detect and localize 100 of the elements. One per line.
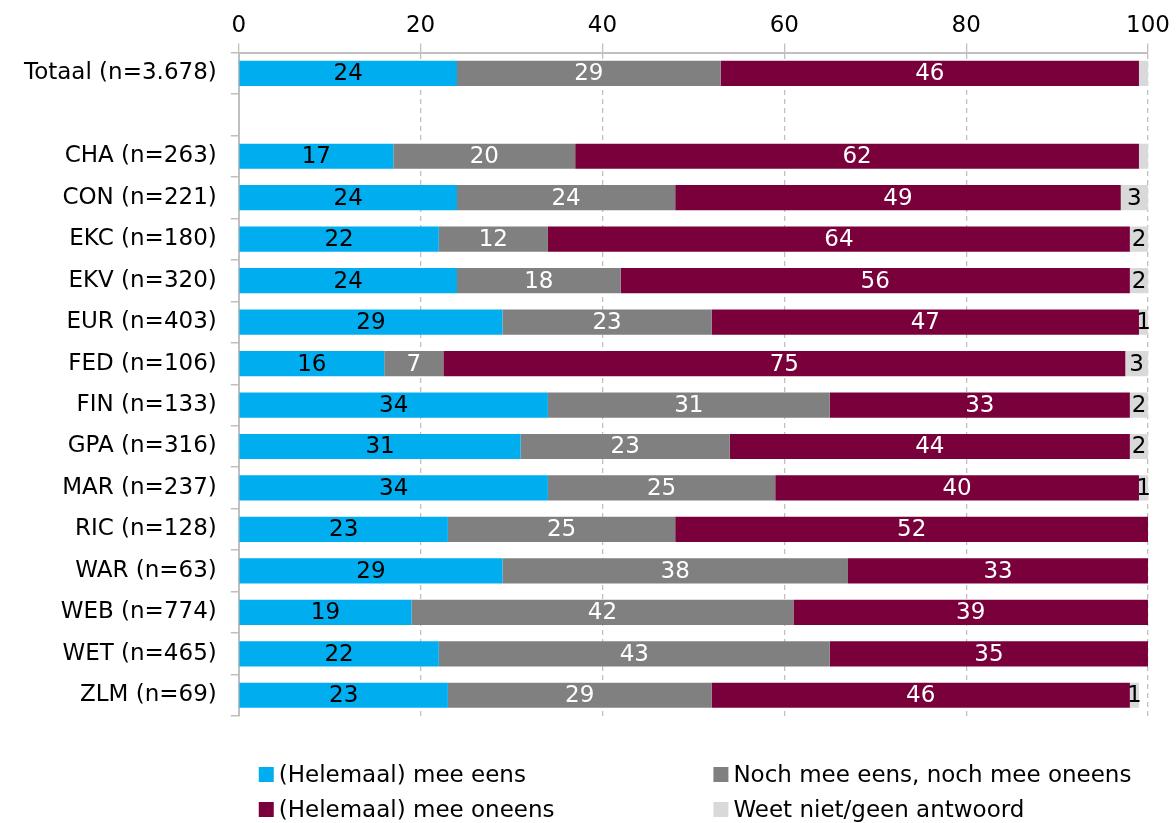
data-label: 12 <box>478 225 508 252</box>
data-label: 46 <box>906 681 936 708</box>
bar <box>456 185 676 211</box>
data-label: 22 <box>324 639 354 666</box>
data-label: 24 <box>333 183 363 210</box>
bar <box>711 309 1139 335</box>
bar <box>456 60 721 86</box>
x-tick-label: 20 <box>405 10 436 37</box>
data-label: 2 <box>1131 391 1147 417</box>
bar <box>675 185 1121 211</box>
bar <box>1138 143 1149 169</box>
data-label: 16 <box>297 349 327 376</box>
bar <box>675 516 1149 543</box>
data-label: 23 <box>329 515 359 542</box>
x-tick-label: 100 <box>1126 10 1170 37</box>
bar <box>775 475 1139 501</box>
data-label: 33 <box>983 556 1013 583</box>
data-label: 33 <box>965 391 995 417</box>
data-label: 18 <box>524 266 554 293</box>
data-label: 2 <box>1131 225 1147 252</box>
bar <box>239 268 457 294</box>
bar <box>547 392 830 418</box>
data-label: 44 <box>915 432 945 459</box>
data-label: 29 <box>356 556 386 583</box>
data-label: 23 <box>592 308 622 335</box>
data-label: 2 <box>1131 266 1147 293</box>
data-label: 24 <box>333 59 363 86</box>
bar <box>502 558 848 584</box>
bar <box>239 392 548 418</box>
bar <box>239 641 439 667</box>
data-label: 7 <box>406 349 422 376</box>
bar <box>239 516 448 543</box>
data-label: 43 <box>619 639 649 666</box>
data-label: 42 <box>587 598 618 625</box>
data-label: 62 <box>842 142 872 169</box>
legend-label: Noch mee eens, noch mee oneens <box>733 760 1132 787</box>
data-label: 23 <box>329 681 359 708</box>
data-label: 24 <box>333 266 363 293</box>
data-label: 34 <box>379 391 409 417</box>
legend-label: (Helemaal) mee oneens <box>278 795 555 822</box>
bar <box>547 226 1130 252</box>
data-label: 29 <box>565 681 595 708</box>
bar <box>438 226 548 252</box>
bar <box>711 682 1130 708</box>
x-tick-label: 0 <box>231 10 247 37</box>
bar <box>575 143 1139 169</box>
data-label: 75 <box>769 349 799 376</box>
legend-label: Weet niet/geen antwoord <box>733 795 1025 822</box>
bar <box>447 682 712 708</box>
bar <box>239 475 548 501</box>
bar <box>239 350 385 377</box>
bar <box>447 516 676 543</box>
y-tick-label: CHA (n=263) <box>64 141 217 168</box>
bar <box>393 143 576 169</box>
y-tick-label: Totaal (n=3.678) <box>22 58 217 85</box>
y-tick-label: GPA (n=316) <box>67 431 217 458</box>
y-tick-label: EUR (n=403) <box>66 307 217 334</box>
x-tick-label: 40 <box>587 10 618 37</box>
y-tick-label: CON (n=221) <box>62 182 217 209</box>
bar <box>239 558 503 584</box>
data-label: 29 <box>574 59 604 86</box>
data-label: 39 <box>956 598 986 625</box>
y-tick-label: ZLM (n=69) <box>79 680 217 707</box>
x-tick-label: 80 <box>951 10 981 37</box>
data-label: 38 <box>660 556 690 583</box>
data-label: 25 <box>646 473 677 500</box>
data-label: 46 <box>915 59 945 86</box>
y-tick-label: FED (n=106) <box>68 348 217 375</box>
data-label: 56 <box>860 266 890 293</box>
data-label: 19 <box>310 598 341 625</box>
data-label: 23 <box>610 432 640 459</box>
data-label: 20 <box>469 142 499 169</box>
data-label: 31 <box>365 432 395 459</box>
legend-label: (Helemaal) mee eens <box>278 760 526 787</box>
data-label: 17 <box>301 142 332 169</box>
y-tick-label: WET (n=465) <box>62 638 217 665</box>
data-label: 49 <box>883 183 913 210</box>
data-label: 52 <box>896 515 927 542</box>
y-tick-label: FIN (n=133) <box>76 390 217 416</box>
bar <box>239 599 412 625</box>
x-tick-label: 60 <box>769 10 799 37</box>
bar <box>239 309 503 335</box>
bar <box>239 185 457 211</box>
y-tick-label: EKV (n=320) <box>68 265 217 292</box>
data-label: 25 <box>546 515 577 542</box>
bar <box>1138 60 1149 86</box>
bar <box>547 475 776 501</box>
data-label: 35 <box>974 639 1004 666</box>
bar <box>239 433 521 460</box>
bar <box>239 682 448 708</box>
data-label: 31 <box>674 391 704 417</box>
data-label: 47 <box>910 308 940 335</box>
bar <box>502 309 712 335</box>
data-label: 3 <box>1127 183 1142 210</box>
data-label: 3 <box>1129 349 1144 376</box>
y-tick-label: WAR (n=63) <box>75 555 217 582</box>
bar <box>720 60 1139 86</box>
bar <box>443 350 1126 377</box>
bar <box>384 350 444 377</box>
data-label: 29 <box>356 308 386 335</box>
